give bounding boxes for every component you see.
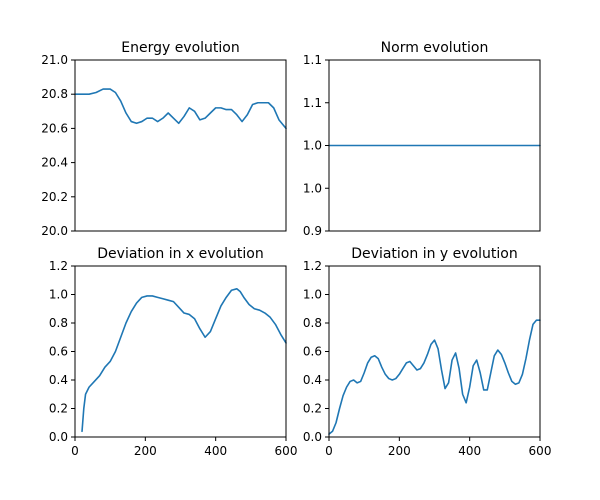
y-tick-label: 21.0 — [41, 53, 68, 67]
y-tick-label: 0.4 — [303, 373, 322, 387]
y-tick-label: 1.0 — [303, 288, 322, 302]
y-tick-label: 1.1 — [303, 53, 322, 67]
series-line — [328, 319, 541, 435]
subplot-title: Norm evolution — [381, 40, 489, 56]
subplot-title: Deviation in x evolution — [97, 246, 263, 262]
y-tick-label: 20.6 — [41, 121, 68, 135]
y-tick-label: 0.4 — [49, 373, 68, 387]
x-tick-label: 200 — [134, 444, 157, 458]
y-tick-label: 0.2 — [303, 402, 322, 416]
subplot-title: Energy evolution — [121, 40, 240, 56]
y-tick-label: 1.0 — [49, 288, 68, 302]
y-tick-label: 0.9 — [303, 224, 322, 238]
y-tick-label: 1.1 — [303, 96, 322, 110]
y-tick-label: 20.8 — [41, 87, 68, 101]
y-tick-label: 0.8 — [49, 316, 68, 330]
subplot-title: Deviation in y evolution — [351, 246, 517, 262]
x-tick-label: 200 — [388, 444, 411, 458]
series-line — [74, 88, 287, 130]
x-tick-label: 600 — [529, 444, 552, 458]
y-tick-label: 1.0 — [303, 139, 322, 153]
x-tick-label: 0 — [325, 444, 333, 458]
subplot-deviation-x: Deviation in x evolution 0.0 0.2 0.4 0.6 0.8… — [49, 246, 298, 458]
y-tick-label: 1.2 — [49, 259, 68, 273]
y-tick-label: 1.0 — [303, 181, 322, 195]
y-tick-label: 0.6 — [49, 345, 68, 359]
y-tick-label: 0.8 — [303, 316, 322, 330]
subplot-deviation-y: Deviation in y evolution 0.0 0.2 0.4 0.6 0.8… — [303, 246, 552, 458]
y-tick-label: 20.4 — [41, 156, 68, 170]
axes-frame — [74, 59, 287, 232]
y-tick-label: 0.2 — [49, 402, 68, 416]
x-tick-label: 400 — [458, 444, 481, 458]
series-line — [81, 288, 287, 433]
x-tick-label: 600 — [275, 444, 298, 458]
x-tick-label: 400 — [204, 444, 227, 458]
y-tick-label: 20.2 — [41, 190, 68, 204]
subplot-energy: Energy evolution 20.0 20.2 20.4 20.6 20.8 21.… — [41, 40, 287, 238]
y-tick-label: 1.2 — [303, 259, 322, 273]
x-tick-label: 0 — [71, 444, 79, 458]
y-tick-label: 0.0 — [49, 430, 68, 444]
y-tick-label: 0.0 — [303, 430, 322, 444]
y-tick-label: 0.6 — [303, 345, 322, 359]
y-tick-label: 20.0 — [41, 224, 68, 238]
subplot-norm: Norm evolution 0.9 1.0 1.0 1.1 1.1 — [303, 40, 541, 238]
